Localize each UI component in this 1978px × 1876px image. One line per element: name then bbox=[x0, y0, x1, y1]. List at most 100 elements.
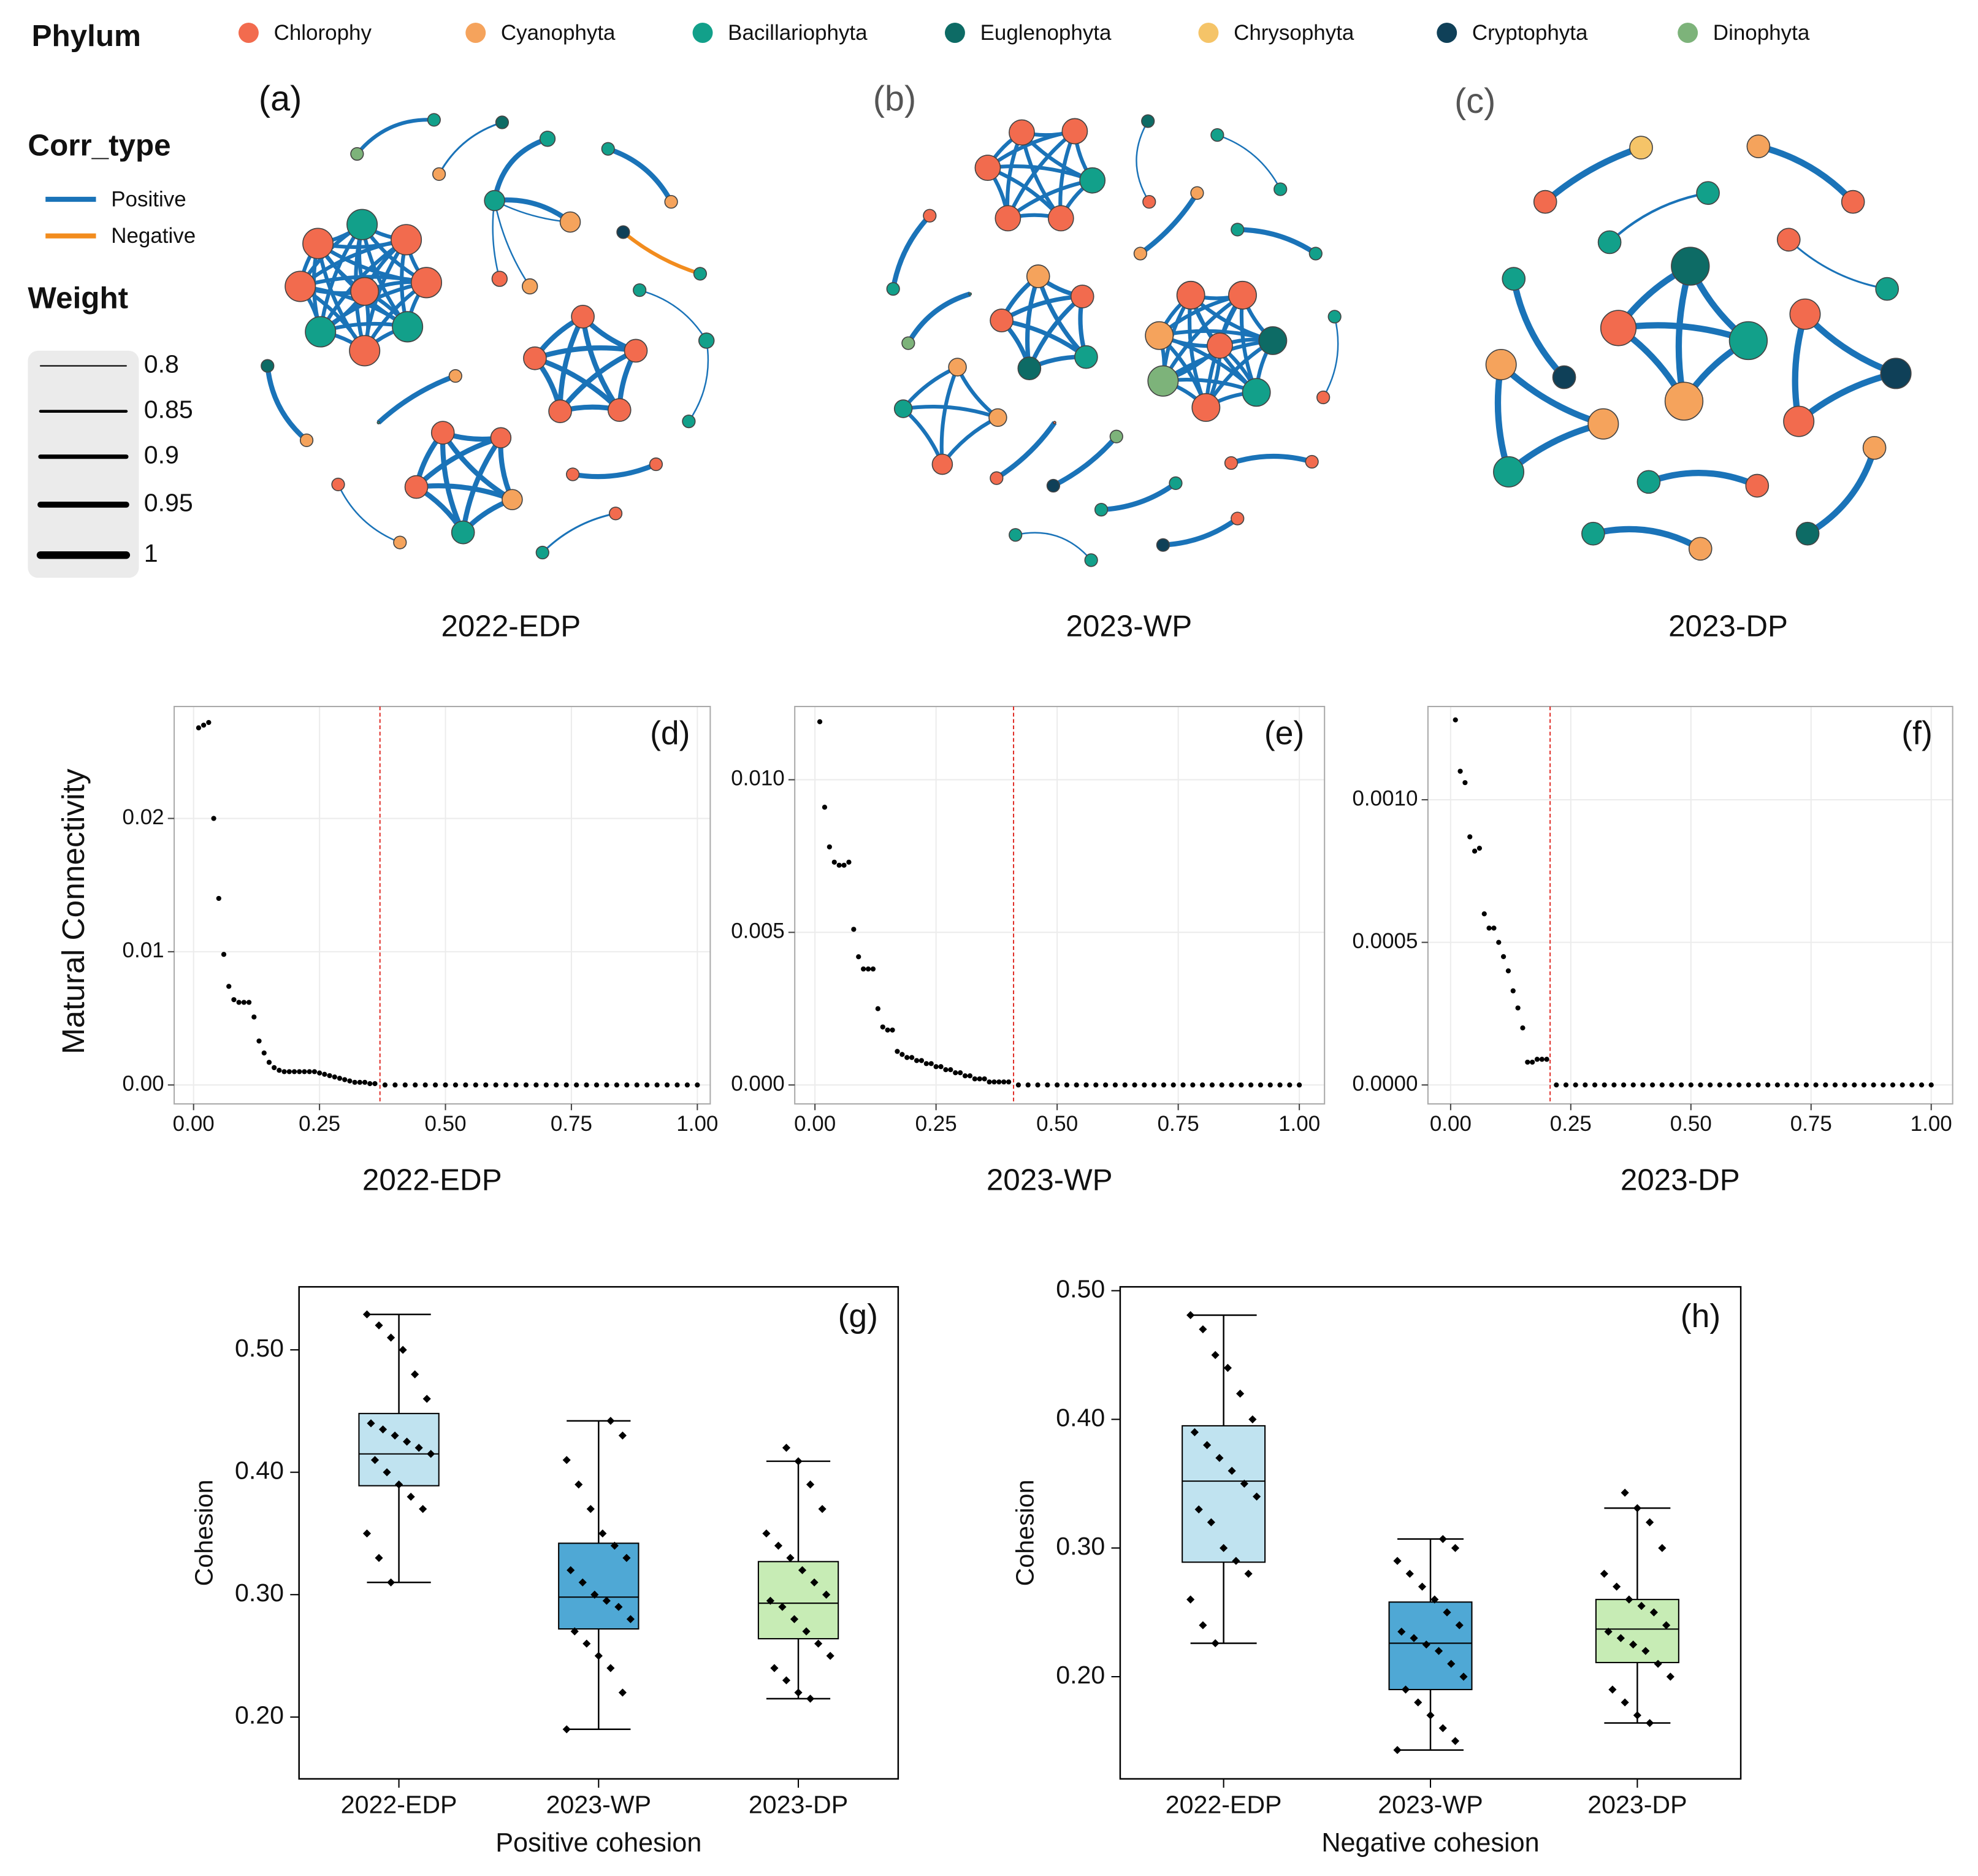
point bbox=[972, 1076, 977, 1082]
jitter-point bbox=[386, 1578, 395, 1587]
jitter-point bbox=[1410, 1634, 1418, 1642]
network-node bbox=[305, 316, 337, 348]
network-edge bbox=[903, 404, 999, 419]
point bbox=[1015, 1082, 1021, 1088]
jitter-point bbox=[598, 1529, 607, 1538]
legend-label: 0.85 bbox=[144, 396, 193, 424]
point bbox=[261, 1050, 267, 1056]
legend-swatch bbox=[1437, 23, 1457, 43]
jitter-point bbox=[790, 1615, 799, 1623]
jitter-point bbox=[1253, 1492, 1261, 1501]
network-node bbox=[1084, 553, 1098, 567]
point bbox=[563, 1082, 569, 1088]
point bbox=[1563, 1082, 1569, 1088]
jitter-point bbox=[766, 1596, 775, 1605]
legend-title: Corr_type bbox=[28, 129, 170, 163]
network-node bbox=[1191, 393, 1221, 422]
plot-frame bbox=[794, 705, 1326, 1105]
y-tick-label: 0.20 bbox=[235, 1701, 284, 1729]
jitter-point bbox=[798, 1566, 807, 1574]
point bbox=[831, 859, 837, 865]
x-axis-label: 2023-WP bbox=[987, 1163, 1113, 1197]
network-node bbox=[1017, 356, 1042, 381]
point bbox=[817, 719, 823, 725]
jitter-point bbox=[1199, 1325, 1207, 1334]
network-node bbox=[1142, 195, 1156, 209]
point bbox=[890, 1027, 895, 1033]
jitter-point bbox=[1637, 1602, 1646, 1610]
network-node bbox=[427, 113, 441, 127]
network-edge bbox=[1323, 316, 1339, 398]
network-node bbox=[1880, 358, 1912, 389]
jitter-point bbox=[786, 1553, 795, 1562]
legend-swatch bbox=[944, 23, 965, 43]
network-node bbox=[566, 467, 580, 481]
point bbox=[221, 952, 227, 957]
point bbox=[654, 1082, 660, 1088]
network-node bbox=[432, 167, 446, 181]
x-tick-label: 2023-DP bbox=[1587, 1791, 1687, 1819]
panel-tag: (c) bbox=[1454, 82, 1495, 121]
x-tick-label: 2023-DP bbox=[749, 1791, 848, 1819]
jitter-point bbox=[826, 1652, 834, 1660]
jitter-point bbox=[1186, 1311, 1195, 1320]
point bbox=[357, 1079, 362, 1085]
point bbox=[909, 1055, 915, 1060]
network-node bbox=[410, 267, 443, 299]
x-axis-label: 2022-EDP bbox=[362, 1163, 502, 1197]
network-node bbox=[1664, 381, 1704, 421]
jitter-point bbox=[427, 1450, 435, 1458]
box bbox=[1388, 1601, 1473, 1691]
point bbox=[231, 997, 237, 1003]
jitter-point bbox=[1228, 1466, 1236, 1475]
point bbox=[967, 1073, 973, 1079]
point bbox=[1055, 1082, 1060, 1088]
panel-label: 2023-DP bbox=[1668, 610, 1788, 643]
panel-label: 2023-WP bbox=[1066, 610, 1192, 643]
jitter-point bbox=[1658, 1544, 1667, 1552]
network-node bbox=[1597, 230, 1622, 255]
point bbox=[311, 1069, 318, 1074]
network-node bbox=[1145, 321, 1174, 350]
network-node bbox=[1053, 421, 1056, 425]
point bbox=[1530, 1059, 1535, 1065]
legend-label: Negative bbox=[111, 224, 196, 248]
jitter-point bbox=[778, 1602, 787, 1611]
point bbox=[332, 1074, 337, 1080]
point bbox=[914, 1058, 920, 1063]
point bbox=[1630, 1082, 1636, 1088]
point bbox=[196, 725, 202, 730]
point bbox=[402, 1082, 408, 1088]
jitter-point bbox=[1649, 1608, 1658, 1617]
y-tick-label: 0.30 bbox=[1056, 1532, 1105, 1560]
network-node bbox=[1493, 456, 1525, 488]
point bbox=[1476, 846, 1483, 851]
x-tick-label: 2023-WP bbox=[546, 1791, 651, 1819]
point bbox=[1890, 1082, 1896, 1088]
network-node bbox=[261, 359, 275, 373]
jitter-point bbox=[586, 1504, 595, 1514]
jitter-point bbox=[1430, 1595, 1439, 1604]
point bbox=[1486, 925, 1492, 931]
y-tick-label: 0.0010 bbox=[1352, 786, 1418, 810]
jitter-point bbox=[562, 1725, 571, 1734]
point bbox=[1659, 1082, 1665, 1088]
point bbox=[624, 1082, 630, 1088]
network-node bbox=[559, 211, 581, 233]
network-node bbox=[1671, 247, 1710, 286]
point bbox=[1909, 1082, 1915, 1088]
point bbox=[1103, 1082, 1109, 1088]
network-node bbox=[1258, 326, 1288, 355]
point bbox=[1112, 1082, 1118, 1088]
point bbox=[1001, 1079, 1007, 1085]
jitter-point bbox=[1438, 1724, 1447, 1732]
jitter-point bbox=[610, 1541, 619, 1550]
point bbox=[1453, 717, 1458, 722]
y-tick-label: 0.010 bbox=[731, 767, 785, 791]
point bbox=[1219, 1082, 1224, 1088]
jitter-point bbox=[1459, 1672, 1468, 1681]
network-edge bbox=[534, 345, 636, 361]
network-node bbox=[349, 335, 381, 367]
legend-title: Weight bbox=[28, 281, 128, 315]
point bbox=[880, 1024, 885, 1030]
